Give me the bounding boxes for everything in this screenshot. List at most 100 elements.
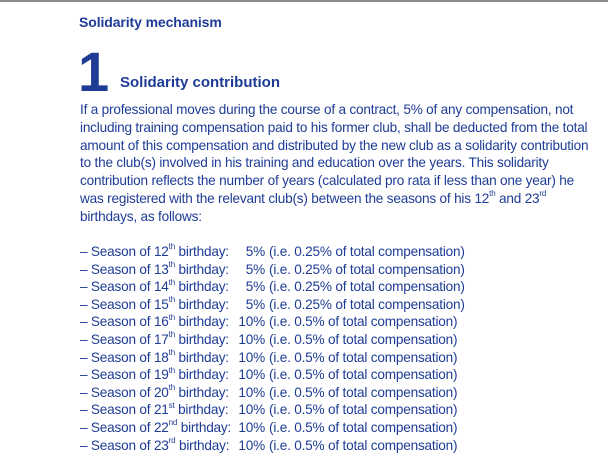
season-detail: (i.e. 0.5% of total compensation) (269, 402, 458, 418)
season-label: – Season of 12th birthday: (80, 243, 235, 261)
season-label: – Season of 18th birthday: (80, 349, 235, 367)
season-percentage: 5% (245, 279, 265, 295)
season-item: – Season of 14th birthday: 5% (i.e. 0.25% … (80, 278, 465, 296)
season-detail: (i.e. 0.5% of total compensation) (269, 349, 458, 365)
season-birthday: birthday: (174, 244, 230, 259)
season-item: – Season of 13th birthday: 5% (i.e. 0.25% … (80, 261, 465, 279)
article-number: 1 (78, 40, 109, 103)
section-header: Solidarity mechanism (79, 14, 222, 30)
season-prefix: – Season of (80, 261, 154, 277)
season-age: 12 (153, 244, 169, 259)
season-detail: (i.e. 0.25% of total compensation) (269, 296, 465, 312)
season-birthday: birthday: (174, 367, 230, 383)
season-age-suffix: th (168, 312, 175, 322)
season-detail: (i.e. 0.25% of total compensation) (269, 279, 465, 295)
season-prefix: – Season of (80, 331, 154, 347)
season-detail: (i.e. 0.5% of total compensation) (269, 367, 458, 383)
season-item: – Season of 23rd birthday: 10% (i.e. 0.5% … (80, 437, 465, 455)
season-detail: (i.e. 0.5% of total compensation) (269, 437, 458, 453)
season-item: – Season of 15th birthday: 5% (i.e. 0.25% … (80, 296, 465, 314)
intro-middle: and (495, 190, 525, 206)
season-prefix: – Season of (80, 402, 154, 418)
season-percentage: 10% (238, 349, 265, 365)
season-age: 23 (153, 437, 169, 453)
top-rule (0, 0, 608, 2)
season-prefix: – Season of (80, 279, 154, 295)
season-age: 14 (153, 279, 169, 295)
season-age: 20 (153, 384, 169, 400)
season-percentage: 5% (245, 244, 265, 259)
season-item: – Season of 12th birthday: 5% (i.e. 0.25% … (80, 243, 465, 261)
season-age-suffix: th (168, 277, 175, 287)
season-percentage: 10% (238, 402, 265, 418)
season-percentage: 10% (238, 367, 265, 383)
season-percentage: 10% (238, 384, 265, 400)
season-item: – Season of 19th birthday: 10% (i.e. 0.5% … (80, 366, 465, 384)
season-age: 13 (153, 261, 169, 277)
season-percentage: 10% (238, 314, 265, 330)
season-list: – Season of 12th birthday: 5% (i.e. 0.25% … (80, 243, 465, 454)
season-label: – Season of 20th birthday: (80, 384, 235, 402)
season-age-suffix: th (168, 383, 175, 393)
season-item: – Season of 16th birthday: 10% (i.e. 0.5% … (80, 313, 465, 331)
season-birthday: birthday: (174, 384, 230, 400)
season-detail: (i.e. 0.5% of total compensation) (269, 331, 458, 347)
season-detail: (i.e. 0.25% of total compensation) (269, 244, 465, 259)
season-prefix: – Season of (80, 314, 154, 330)
season-label: – Season of 14th birthday: (80, 278, 235, 296)
season-detail: (i.e. 0.25% of total compensation) (269, 261, 465, 277)
season-age: 18 (153, 349, 169, 365)
intro-age-start: 12 (474, 190, 490, 206)
intro-age-start-suffix: th (489, 189, 496, 199)
season-age: 16 (153, 314, 169, 330)
season-birthday: birthday: (175, 437, 230, 453)
season-birthday: birthday: (177, 419, 232, 435)
season-age-suffix: th (168, 242, 175, 252)
season-percentage: 5% (245, 261, 265, 277)
season-label: – Season of 23rd birthday: (80, 437, 235, 455)
season-detail: (i.e. 0.5% of total compensation) (269, 419, 458, 435)
season-percentage: 5% (245, 296, 265, 312)
season-item: – Season of 20th birthday: 10% (i.e. 0.5% … (80, 384, 465, 402)
season-age-suffix: nd (168, 418, 178, 428)
season-detail: (i.e. 0.5% of total compensation) (269, 314, 458, 330)
season-label: – Season of 16th birthday: (80, 313, 235, 331)
season-label: – Season of 21st birthday: (80, 401, 235, 419)
season-birthday: birthday: (174, 296, 230, 312)
season-age: 15 (153, 296, 169, 312)
season-age-suffix: st (168, 400, 175, 410)
season-birthday: birthday: (174, 314, 230, 330)
season-age-suffix: th (168, 330, 175, 340)
season-item: – Season of 17th birthday: 10% (i.e. 0.5% … (80, 331, 465, 349)
season-age-suffix: th (168, 260, 175, 270)
season-label: – Season of 15th birthday: (80, 296, 235, 314)
season-prefix: – Season of (80, 419, 154, 435)
season-birthday: birthday: (174, 349, 230, 365)
season-age-suffix: th (168, 295, 175, 305)
intro-ending: birthdays, as follows: (80, 208, 202, 224)
season-age-suffix: rd (168, 436, 176, 445)
season-item: – Season of 22nd birthday: 10% (i.e. 0.5% … (80, 419, 465, 437)
season-age: 17 (153, 331, 169, 347)
season-prefix: – Season of (80, 296, 154, 312)
intro-age-end: 23 (524, 190, 540, 206)
season-percentage: 10% (238, 331, 265, 347)
intro-age-end-suffix: rd (539, 189, 547, 199)
season-age: 22 (153, 419, 169, 435)
season-birthday: birthday: (174, 279, 230, 295)
season-prefix: – Season of (80, 244, 154, 259)
season-birthday: birthday: (174, 331, 230, 347)
season-item: – Season of 21st birthday: 10% (i.e. 0.5% … (80, 401, 465, 419)
season-item: – Season of 18th birthday: 10% (i.e. 0.5% … (80, 349, 465, 367)
intro-paragraph: If a professional moves during the cours… (80, 101, 600, 226)
season-birthday: birthday: (174, 261, 230, 277)
season-age: 19 (153, 367, 169, 383)
article-title: Solidarity contribution (120, 74, 280, 91)
season-percentage: 10% (238, 419, 265, 435)
season-label: – Season of 19th birthday: (80, 366, 235, 384)
season-label: – Season of 22nd birthday: (80, 419, 235, 437)
season-detail: (i.e. 0.5% of total compensation) (269, 384, 458, 400)
season-label: – Season of 13th birthday: (80, 261, 235, 279)
season-birthday: birthday: (174, 402, 229, 418)
season-age: 21 (153, 402, 169, 418)
